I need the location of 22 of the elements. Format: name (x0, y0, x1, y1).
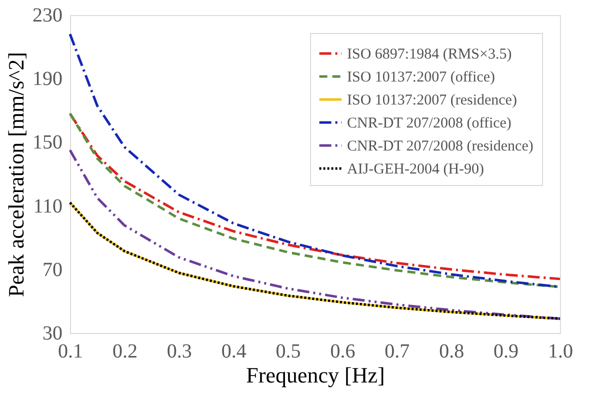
y-tick-label: 70 (42, 258, 62, 281)
x-tick-label: 0.2 (112, 340, 138, 362)
x-tick-label: 0.4 (221, 340, 246, 362)
y-tick-label: 110 (33, 195, 62, 218)
legend-label: ISO 10137:2007 (office) (347, 70, 496, 86)
legend-label: ISO 6897:1984 (RMS×3.5) (347, 46, 512, 62)
x-tick-label: 0.7 (384, 340, 410, 362)
legend-label: CNR-DT 207/2008 (residence) (347, 138, 534, 154)
legend-label: CNR-DT 207/2008 (office) (347, 116, 512, 132)
x-tick-label: 0.5 (276, 340, 301, 362)
x-axis-title: Frequency [Hz] (246, 362, 385, 388)
legend-label: ISO 10137:2007 (residence) (347, 92, 517, 108)
y-tick-label: 230 (32, 4, 62, 26)
x-tick-label: 0.6 (330, 340, 356, 362)
y-tick-label: 150 (32, 132, 62, 154)
x-tick-label: 0.3 (166, 340, 192, 362)
y-tick-label: 190 (32, 68, 62, 90)
y-axis-title: Peak acceleration [mm/s^2] (4, 52, 28, 297)
legend-label: AIJ-GEH-2004 (H-90) (347, 162, 484, 178)
x-tick-label: 0.9 (494, 340, 519, 362)
x-tick-label: 1.0 (548, 340, 573, 362)
x-tick-label: 0.8 (439, 340, 464, 362)
